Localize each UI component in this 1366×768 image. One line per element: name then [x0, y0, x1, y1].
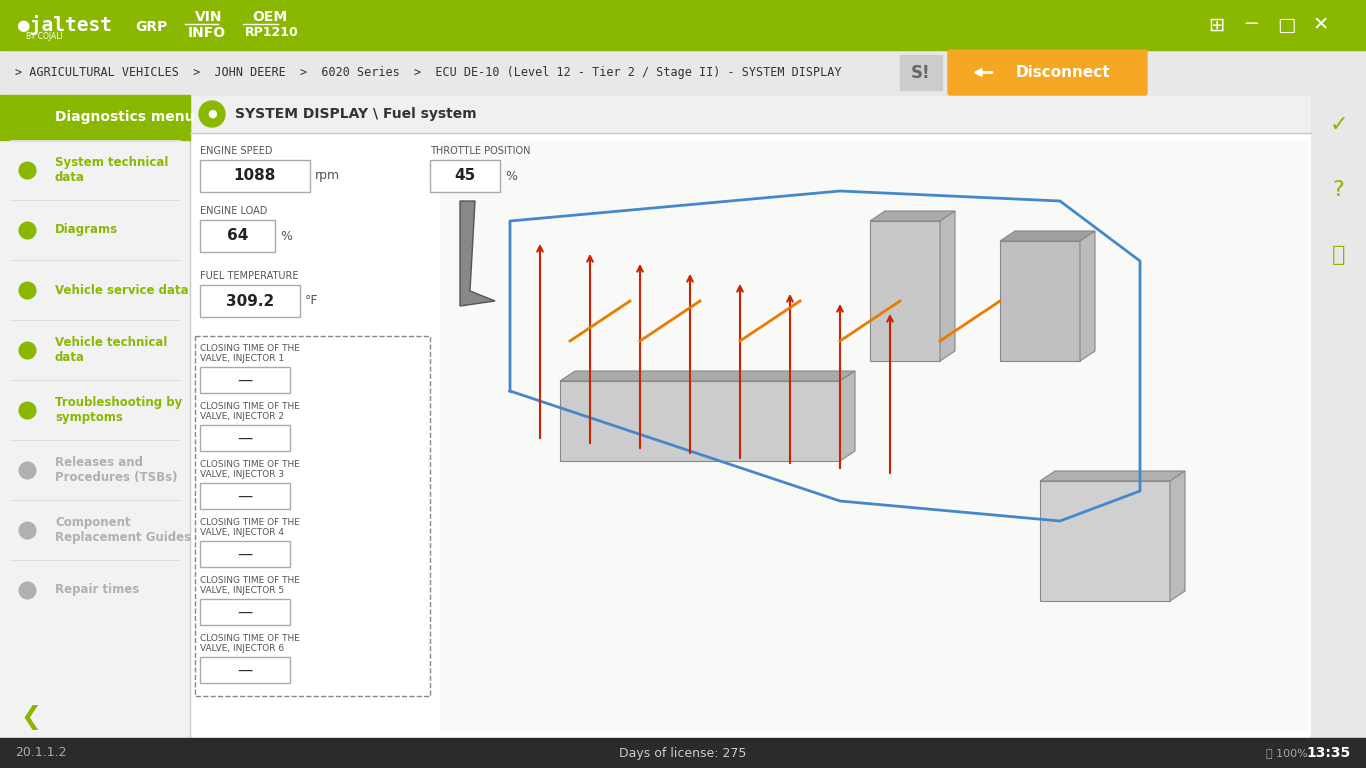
Bar [440, 141, 1306, 730]
Polygon shape [870, 211, 955, 221]
Text: ✕: ✕ [1313, 15, 1329, 35]
Text: CLOSING TIME OF THE
VALVE, INJECTOR 3: CLOSING TIME OF THE VALVE, INJECTOR 3 [199, 460, 301, 479]
Bar [0, 0, 1366, 50]
Text: OEM: OEM [251, 10, 287, 24]
Polygon shape [940, 211, 955, 361]
Text: Vehicle service data: Vehicle service data [55, 283, 189, 296]
Text: CLOSING TIME OF THE
VALVE, INJECTOR 6: CLOSING TIME OF THE VALVE, INJECTOR 6 [199, 634, 301, 654]
Polygon shape [1081, 231, 1096, 361]
Bar [430, 160, 500, 192]
Text: CLOSING TIME OF THE
VALVE, INJECTOR 2: CLOSING TIME OF THE VALVE, INJECTOR 2 [199, 402, 301, 422]
Text: Days of license: 275: Days of license: 275 [619, 746, 747, 760]
Bar [0, 95, 190, 738]
Polygon shape [1040, 471, 1184, 481]
Text: ●jaltest: ●jaltest [18, 15, 112, 35]
Bar [1311, 95, 1366, 738]
Text: —: — [238, 604, 253, 620]
Text: 45: 45 [455, 168, 475, 184]
Text: System technical
data: System technical data [55, 156, 168, 184]
Text: ?: ? [1333, 180, 1344, 200]
Text: Diagnostics menu: Diagnostics menu [55, 111, 194, 124]
Text: FUEL TEMPERATURE: FUEL TEMPERATURE [199, 271, 299, 281]
Text: CLOSING TIME OF THE
VALVE, INJECTOR 4: CLOSING TIME OF THE VALVE, INJECTOR 4 [199, 518, 301, 538]
Text: Repair times: Repair times [55, 584, 139, 597]
Text: GRP: GRP [135, 20, 168, 34]
Text: Disconnect: Disconnect [1015, 65, 1109, 80]
Text: —: — [238, 663, 253, 677]
Polygon shape [1171, 471, 1184, 601]
Text: °F: °F [305, 294, 318, 307]
Text: ⊞: ⊞ [1208, 15, 1224, 35]
Bar [0, 95, 190, 140]
Text: INFO: INFO [189, 26, 227, 40]
Bar [560, 381, 840, 461]
Bar [190, 95, 1311, 738]
Text: 64: 64 [227, 229, 249, 243]
Bar [195, 336, 430, 696]
Bar [199, 367, 290, 393]
Text: SYSTEM DISPLAY \ Fuel system: SYSTEM DISPLAY \ Fuel system [235, 107, 477, 121]
Text: rpm: rpm [316, 170, 340, 183]
Text: %: % [280, 230, 292, 243]
Bar [1040, 481, 1171, 601]
Bar [0, 50, 1366, 95]
Polygon shape [560, 371, 855, 381]
Text: ✓: ✓ [1329, 115, 1348, 135]
Text: □: □ [1277, 15, 1295, 35]
Text: > AGRICULTURAL VEHICLES  >  JOHN DEERE  >  6020 Series  >  ECU DE-10 (Level 12 -: > AGRICULTURAL VEHICLES > JOHN DEERE > 6… [15, 66, 841, 79]
Text: 13:35: 13:35 [1307, 746, 1351, 760]
Bar [199, 220, 275, 252]
FancyBboxPatch shape [948, 50, 1147, 95]
Polygon shape [460, 201, 494, 306]
Bar [199, 599, 290, 625]
Text: ENGINE SPEED: ENGINE SPEED [199, 146, 272, 156]
Text: 📶 100%: 📶 100% [1266, 748, 1307, 758]
Text: 20.1.1.2: 20.1.1.2 [15, 746, 67, 760]
Bar [195, 141, 404, 730]
Text: CLOSING TIME OF THE
VALVE, INJECTOR 1: CLOSING TIME OF THE VALVE, INJECTOR 1 [199, 344, 301, 363]
Text: 309.2: 309.2 [225, 293, 275, 309]
Circle shape [199, 101, 225, 127]
Bar [190, 95, 1311, 133]
Text: —: — [238, 431, 253, 445]
Bar [199, 541, 290, 567]
Text: Troubleshooting by
symptoms: Troubleshooting by symptoms [55, 396, 182, 424]
Polygon shape [840, 371, 855, 461]
Text: ❮: ❮ [20, 706, 41, 730]
Text: Diagrams: Diagrams [55, 223, 117, 237]
Text: BY COJALI: BY COJALI [26, 32, 63, 41]
Text: Releases and
Procedures (TSBs): Releases and Procedures (TSBs) [55, 456, 178, 484]
Text: Component
Replacement Guides: Component Replacement Guides [55, 516, 191, 544]
Text: 1088: 1088 [234, 168, 276, 184]
Text: RP1210: RP1210 [245, 26, 299, 39]
Text: VIN: VIN [195, 10, 223, 24]
Text: Vehicle technical
data: Vehicle technical data [55, 336, 168, 364]
Text: —: — [238, 372, 253, 388]
Text: —: — [238, 488, 253, 504]
Bar [199, 657, 290, 683]
Text: %: % [505, 170, 516, 183]
Bar [199, 160, 310, 192]
Text: S!: S! [911, 64, 930, 81]
Bar [1000, 241, 1081, 361]
Text: THROTTLE POSITION: THROTTLE POSITION [430, 146, 530, 156]
Bar [870, 221, 940, 361]
Text: —: — [238, 547, 253, 561]
Bar [900, 55, 943, 90]
Bar [0, 738, 1366, 768]
Bar [199, 425, 290, 451]
Text: CLOSING TIME OF THE
VALVE, INJECTOR 5: CLOSING TIME OF THE VALVE, INJECTOR 5 [199, 576, 301, 595]
Text: 📋: 📋 [1332, 245, 1346, 265]
Text: ENGINE LOAD: ENGINE LOAD [199, 206, 268, 216]
Bar [199, 483, 290, 509]
Text: ─: ─ [1246, 15, 1257, 35]
Polygon shape [1000, 231, 1096, 241]
Text: ●: ● [208, 109, 217, 119]
Bar [199, 285, 301, 317]
